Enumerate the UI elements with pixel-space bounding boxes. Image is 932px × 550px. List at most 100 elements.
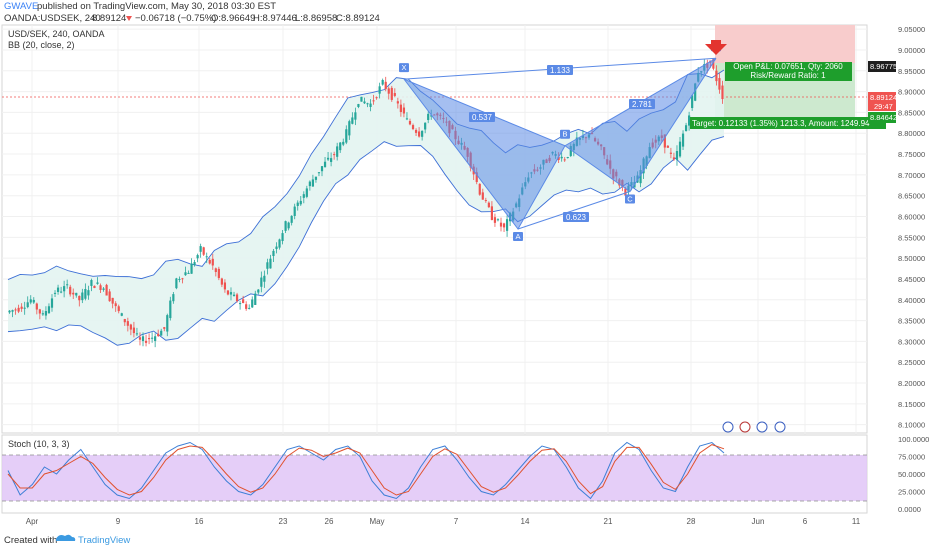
candle-body <box>681 133 685 147</box>
candle-body <box>141 336 145 342</box>
time-tick-label: 16 <box>195 517 204 526</box>
candle-body <box>357 104 360 107</box>
candle-body <box>293 206 296 216</box>
candle-body <box>414 129 418 133</box>
candle-body <box>387 88 390 94</box>
candle-body <box>721 85 724 100</box>
candle-body <box>308 181 311 187</box>
candle-body <box>560 156 563 159</box>
candle-body <box>23 307 26 309</box>
candle-body <box>126 321 129 326</box>
candle-body <box>242 299 245 303</box>
candle-body <box>305 188 308 197</box>
time-tick-label: Jun <box>752 517 765 526</box>
price-tick-label: 8.50000 <box>898 254 925 263</box>
candle-body <box>260 277 263 287</box>
candle-body <box>20 306 23 309</box>
price-tick-label: 8.85000 <box>898 108 925 117</box>
symbol-line: OANDA:USDSEK, 240 <box>4 13 101 24</box>
header: GWAVE published on TradingView.com, May … <box>4 1 380 24</box>
price-tick-label: 8.20000 <box>898 379 925 388</box>
candle-body <box>32 299 35 303</box>
candle-body <box>314 176 318 180</box>
candle-body <box>102 288 105 290</box>
candle-body <box>93 285 96 289</box>
candle-body <box>290 215 293 223</box>
candle-body <box>181 278 184 280</box>
open-pnl-text: Open P&L: 0.07651, Qty: 2060 <box>733 62 843 71</box>
candle-body <box>129 324 132 330</box>
candle-body <box>430 115 433 117</box>
candle-body <box>624 188 627 196</box>
candle-body <box>669 152 673 154</box>
price-axis[interactable]: 9.05000 9.00000 8.95000 8.90000 8.85000 8.800… <box>898 25 925 430</box>
candle-body <box>402 107 406 114</box>
candle-body <box>226 290 230 295</box>
price-tick-label: 8.40000 <box>898 296 925 305</box>
candle-body <box>135 333 139 335</box>
price-tick-label: 8.70000 <box>898 171 925 180</box>
candle-body <box>232 294 236 297</box>
candle-body <box>14 309 17 311</box>
candle-body <box>132 327 136 334</box>
time-tick-label: 14 <box>521 517 530 526</box>
price-change: −0.06718 (−0.75%) <box>135 13 216 24</box>
position-box[interactable]: Open P&L: 0.07651, Qty: 2060 Risk/Reward… <box>690 62 886 129</box>
pattern-point-box <box>399 63 409 73</box>
stoch-band <box>2 455 867 501</box>
candle-body <box>69 286 72 295</box>
candle-body <box>369 103 372 107</box>
time-tick-label: Apr <box>26 517 39 526</box>
candle-body <box>666 145 669 148</box>
price-tick-label: 8.65000 <box>898 192 925 201</box>
target-text: Target: 0.12133 (1.35%) 1213.3, Amount: … <box>692 119 870 128</box>
pattern-point-label: X <box>401 63 406 72</box>
candle-body <box>393 93 396 96</box>
price-tick-label: 9.00000 <box>898 46 925 55</box>
candle-body <box>275 246 278 250</box>
candle-body <box>684 125 688 132</box>
last-price-label: 8.89124 <box>870 93 897 102</box>
candle-body <box>557 156 560 160</box>
current-price-label: 8.96775 <box>870 62 897 71</box>
candle-body <box>172 294 175 302</box>
candle-body <box>29 299 32 303</box>
candle-body <box>354 112 357 120</box>
published-text: published on TradingView.com, May 30, 20… <box>37 1 276 12</box>
candle-body <box>678 141 682 157</box>
stoch-tick-label: 100.0000 <box>898 435 929 444</box>
candle-body <box>47 306 51 314</box>
target-box <box>690 117 886 129</box>
candle-body <box>302 194 305 198</box>
candle-body <box>691 95 694 109</box>
pattern-ratio-label: 1.133 <box>550 66 571 75</box>
candle-body <box>190 263 193 274</box>
stoch-axis[interactable]: 100.0000 75.0000 50.0000 25.0000 0.0000 <box>898 435 929 514</box>
author-name[interactable]: GWAVE <box>4 1 38 12</box>
candle-body <box>17 307 20 312</box>
candle-body <box>502 223 506 228</box>
candle-body <box>120 313 123 316</box>
brand-text[interactable]: TradingView <box>78 535 130 546</box>
bb-indicator-label[interactable]: BB (20, close, 2) <box>8 40 75 50</box>
event-flags[interactable] <box>722 421 786 433</box>
stop-zone <box>715 25 855 63</box>
candle-body <box>38 309 41 314</box>
candle-body <box>372 100 375 102</box>
price-tick-label: 8.60000 <box>898 213 925 222</box>
candle-body <box>157 333 160 336</box>
time-tick-label: 28 <box>687 517 696 526</box>
time-axis[interactable]: Apr 9 16 23 26 May 7 14 21 28 Jun 6 11 <box>26 517 861 526</box>
pattern-point-box <box>625 194 635 204</box>
candle-body <box>160 330 163 336</box>
candle-body <box>66 284 69 286</box>
down-arrow-icon <box>126 16 132 21</box>
candle-body <box>566 157 569 159</box>
candle-body <box>199 246 202 252</box>
sell-arrow-icon <box>705 40 727 55</box>
price-tick-label: 8.15000 <box>898 400 925 409</box>
candle-body <box>117 306 120 312</box>
us-flag-icon <box>756 421 768 433</box>
stoch-title[interactable]: Stoch (10, 3, 3) <box>8 439 70 449</box>
candle-body <box>493 217 497 223</box>
